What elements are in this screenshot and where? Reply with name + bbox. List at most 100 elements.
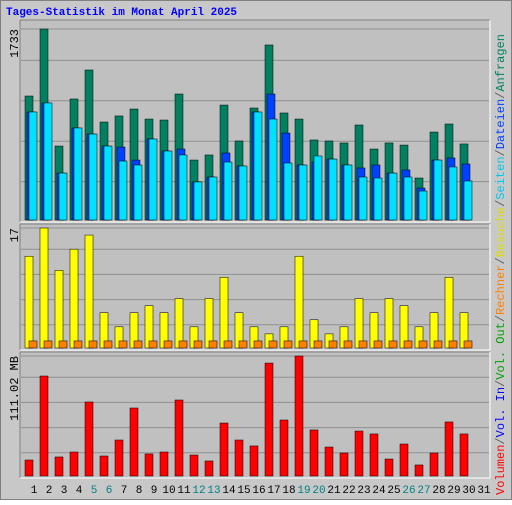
bar — [223, 340, 233, 349]
bar — [298, 164, 308, 221]
bar — [253, 111, 263, 221]
legend: Volumen/Vol. In/Vol. Out/Rechner/Besuche… — [494, 34, 508, 495]
legend-entry: Rechner — [494, 265, 508, 315]
x-tick-label: 9 — [151, 485, 158, 497]
x-tick-label: 8 — [136, 485, 143, 497]
bar — [298, 340, 308, 349]
x-tick-label: 3 — [61, 485, 68, 497]
x-tick-label: 6 — [106, 485, 113, 497]
bar — [238, 165, 248, 221]
bar — [339, 452, 349, 477]
legend-entry: Dateien — [494, 99, 508, 149]
bar — [328, 158, 338, 221]
legend-entry: Seiten — [494, 156, 508, 199]
bar — [69, 248, 79, 349]
bar — [103, 145, 113, 221]
x-tick-label: 21 — [327, 485, 341, 497]
bar — [118, 340, 128, 349]
bar — [384, 458, 394, 477]
legend-entry: Vol. Out — [494, 322, 508, 380]
bar — [268, 118, 278, 221]
legend-separator: / — [494, 257, 508, 264]
x-tick-label: 15 — [237, 485, 250, 497]
bar — [249, 445, 259, 477]
x-tick-label: 13 — [207, 485, 220, 497]
bar — [463, 340, 473, 349]
bar — [313, 155, 323, 221]
bar — [103, 340, 113, 349]
x-tick-label: 4 — [76, 485, 83, 497]
bar — [88, 340, 98, 349]
bar — [163, 150, 173, 221]
bar — [129, 407, 139, 477]
bar — [444, 277, 454, 349]
bar — [463, 180, 473, 221]
x-tick-label: 17 — [267, 485, 280, 497]
x-tick-label: 19 — [297, 485, 310, 497]
bar — [43, 340, 53, 349]
bar — [384, 298, 394, 349]
bar — [118, 160, 128, 221]
bar — [309, 429, 319, 477]
bar — [58, 172, 68, 221]
bar — [253, 340, 263, 349]
x-tick-label: 26 — [402, 485, 415, 497]
x-tick-label: 23 — [357, 485, 370, 497]
x-tick-label: 5 — [91, 485, 98, 497]
legend-separator: / — [494, 315, 508, 322]
bar — [418, 340, 428, 349]
bar — [54, 456, 64, 477]
bar — [448, 166, 458, 221]
legend-entry: Volumen — [494, 445, 508, 495]
bar — [178, 340, 188, 349]
x-tick-label: 1 — [31, 485, 38, 497]
bar — [148, 340, 158, 349]
x-tick-label: 11 — [177, 485, 191, 497]
x-tick-label: 25 — [387, 485, 400, 497]
bar — [448, 340, 458, 349]
bar — [403, 340, 413, 349]
bar — [193, 340, 203, 349]
bar — [88, 133, 98, 221]
bar — [399, 443, 409, 477]
bar — [24, 255, 34, 349]
x-tick-label: 12 — [192, 485, 205, 497]
bar — [328, 340, 338, 349]
legend-separator: / — [494, 149, 508, 156]
bar — [84, 401, 94, 477]
bar — [99, 455, 109, 477]
bar — [343, 340, 353, 349]
x-tick-label: 28 — [432, 485, 445, 497]
x-tick-label: 7 — [121, 485, 128, 497]
bar — [24, 459, 34, 477]
legend-separator: / — [494, 437, 508, 444]
bar — [69, 451, 79, 477]
bar — [133, 340, 143, 349]
bar — [313, 340, 323, 349]
x-tick-label: 27 — [417, 485, 430, 497]
bar — [373, 177, 383, 221]
bar — [159, 451, 169, 477]
bar — [238, 340, 248, 349]
bar — [234, 439, 244, 477]
bar — [54, 270, 64, 349]
bar — [294, 255, 304, 349]
legend-entry: Anfragen — [494, 34, 508, 92]
bar — [459, 433, 469, 477]
bar — [39, 375, 49, 477]
x-tick-label: 16 — [252, 485, 265, 497]
chart-title: Tages-Statistik im Monat April 2025 — [6, 7, 237, 19]
bar — [58, 340, 68, 349]
x-tick-label: 14 — [222, 485, 236, 497]
bar — [219, 277, 229, 349]
x-tick-label: 10 — [162, 485, 175, 497]
bar — [174, 399, 184, 477]
y-tick-label: 17 — [8, 228, 22, 242]
bar — [373, 340, 383, 349]
bar — [294, 355, 304, 477]
bar — [414, 464, 424, 477]
bar — [444, 421, 454, 477]
bar — [43, 102, 53, 221]
legend-separator: / — [494, 200, 508, 207]
